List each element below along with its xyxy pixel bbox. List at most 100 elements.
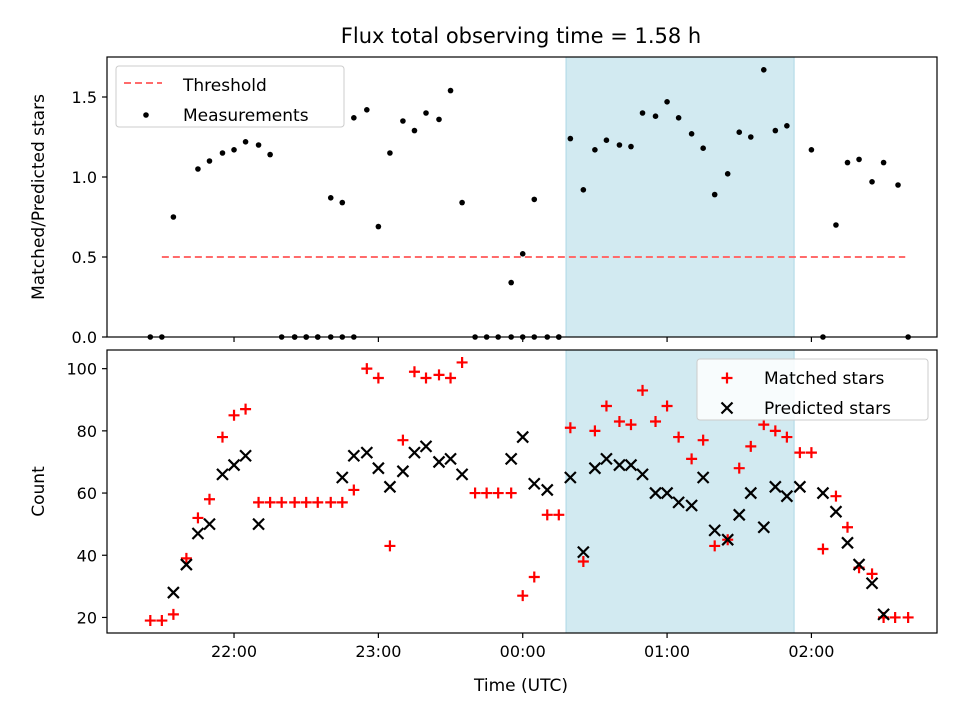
y-tick-label: 40	[77, 546, 97, 565]
measurement-point	[219, 150, 226, 156]
predicted-point	[757, 520, 771, 534]
measurement-point	[844, 159, 851, 166]
legend-box	[115, 65, 345, 128]
matched-point	[289, 496, 301, 508]
predicted-point	[396, 465, 410, 478]
matched-point	[253, 496, 265, 508]
measurement-point	[436, 116, 442, 123]
legend-label: Predicted stars	[764, 399, 891, 419]
y-tick-label: 0.0	[72, 328, 97, 347]
matched-point	[769, 425, 781, 437]
matched-point	[697, 434, 709, 446]
matched-point	[553, 509, 565, 521]
matched-point	[180, 552, 192, 564]
matched-point	[264, 496, 276, 508]
chart-title: Flux total observing time = 1.58 h	[341, 24, 701, 48]
y-tick-label: 0.5	[72, 248, 97, 267]
matched-point	[577, 555, 589, 567]
matched-point	[817, 543, 829, 555]
predicted-point	[624, 458, 638, 472]
predicted-point	[360, 446, 374, 459]
predicted-point	[852, 558, 866, 571]
y-tick-label: 20	[77, 608, 97, 627]
legend-matched-symbol	[721, 372, 733, 384]
measurement-point	[652, 113, 659, 119]
measurement-point	[508, 279, 514, 286]
predicted-point	[227, 458, 241, 472]
legend-measurement-symbol	[143, 112, 149, 118]
matched-point	[505, 487, 517, 499]
predicted-point	[383, 480, 397, 494]
matched-point	[216, 431, 228, 443]
matched-point	[613, 416, 625, 428]
matched-point	[650, 416, 662, 428]
matched-point	[433, 369, 445, 381]
measurement-point	[760, 67, 767, 73]
matched-point	[397, 434, 409, 446]
panel-1: 0.0 0.5 1.0 1.5 Matched/Predicted stars Thres…	[29, 56, 938, 347]
legend-label: Threshold	[182, 76, 267, 96]
legend: Matched stars Predicted stars	[696, 358, 929, 421]
predicted-point	[564, 471, 577, 484]
measurement-point	[869, 179, 875, 185]
measurement-point	[628, 143, 634, 150]
panel-frame	[106, 56, 938, 338]
matched-point	[312, 496, 324, 508]
y-axis-label: Matched/Predicted stars	[29, 94, 49, 300]
matched-point	[144, 615, 156, 627]
matched-point	[637, 384, 649, 396]
matched-point	[408, 366, 420, 378]
matched-point	[481, 487, 493, 499]
predicted-point	[696, 471, 710, 484]
x-tick-label: 02:00	[788, 642, 834, 661]
predicted-point	[252, 517, 265, 531]
measurement-point	[195, 166, 201, 172]
matched-point	[625, 419, 637, 431]
y-tick-label: 1.0	[72, 168, 97, 187]
predicted-point	[527, 477, 541, 491]
measurement-point	[833, 222, 839, 228]
matched-point	[686, 453, 698, 465]
predicted-point	[769, 480, 782, 494]
measurement-point	[459, 199, 465, 206]
x-axis-label: Time (UTC)	[473, 676, 568, 696]
measurement-point	[375, 223, 382, 230]
predicted-point	[408, 446, 421, 459]
measurement-point	[447, 87, 454, 94]
matched-point	[866, 568, 878, 580]
matched-point	[300, 496, 312, 508]
measurement-point	[747, 134, 754, 140]
y-axis-label: Count	[29, 466, 49, 517]
matched-point	[276, 496, 288, 508]
matched-point	[456, 356, 468, 368]
predicted-point	[444, 452, 457, 466]
predicted-point	[613, 458, 626, 472]
predicted-point	[455, 468, 469, 481]
matched-point	[541, 509, 553, 521]
matched-point	[794, 447, 806, 459]
matched-point	[661, 400, 673, 412]
measurement-point	[895, 182, 901, 188]
predicted-point	[372, 461, 385, 475]
measurement-point	[580, 187, 587, 193]
x-tick-label: 23:00	[355, 642, 401, 661]
measurement-point	[616, 142, 623, 148]
predicted-point	[540, 483, 554, 497]
predicted-point	[793, 480, 807, 494]
measurement-point	[808, 147, 815, 153]
predicted-point	[239, 449, 252, 463]
legend-box	[696, 358, 929, 421]
matched-point	[745, 440, 757, 452]
measurement-point	[856, 156, 862, 163]
predicted-point	[432, 455, 446, 469]
measurement-point	[267, 151, 273, 158]
measurement-point	[675, 115, 682, 121]
predicted-point	[877, 608, 890, 621]
matched-point	[325, 496, 337, 508]
measurement-point	[231, 147, 237, 153]
predicted-point	[732, 508, 746, 522]
measurement-point	[880, 159, 887, 166]
matched-point	[469, 487, 481, 499]
y-tick-label: 60	[77, 484, 97, 503]
matched-point	[733, 462, 745, 474]
